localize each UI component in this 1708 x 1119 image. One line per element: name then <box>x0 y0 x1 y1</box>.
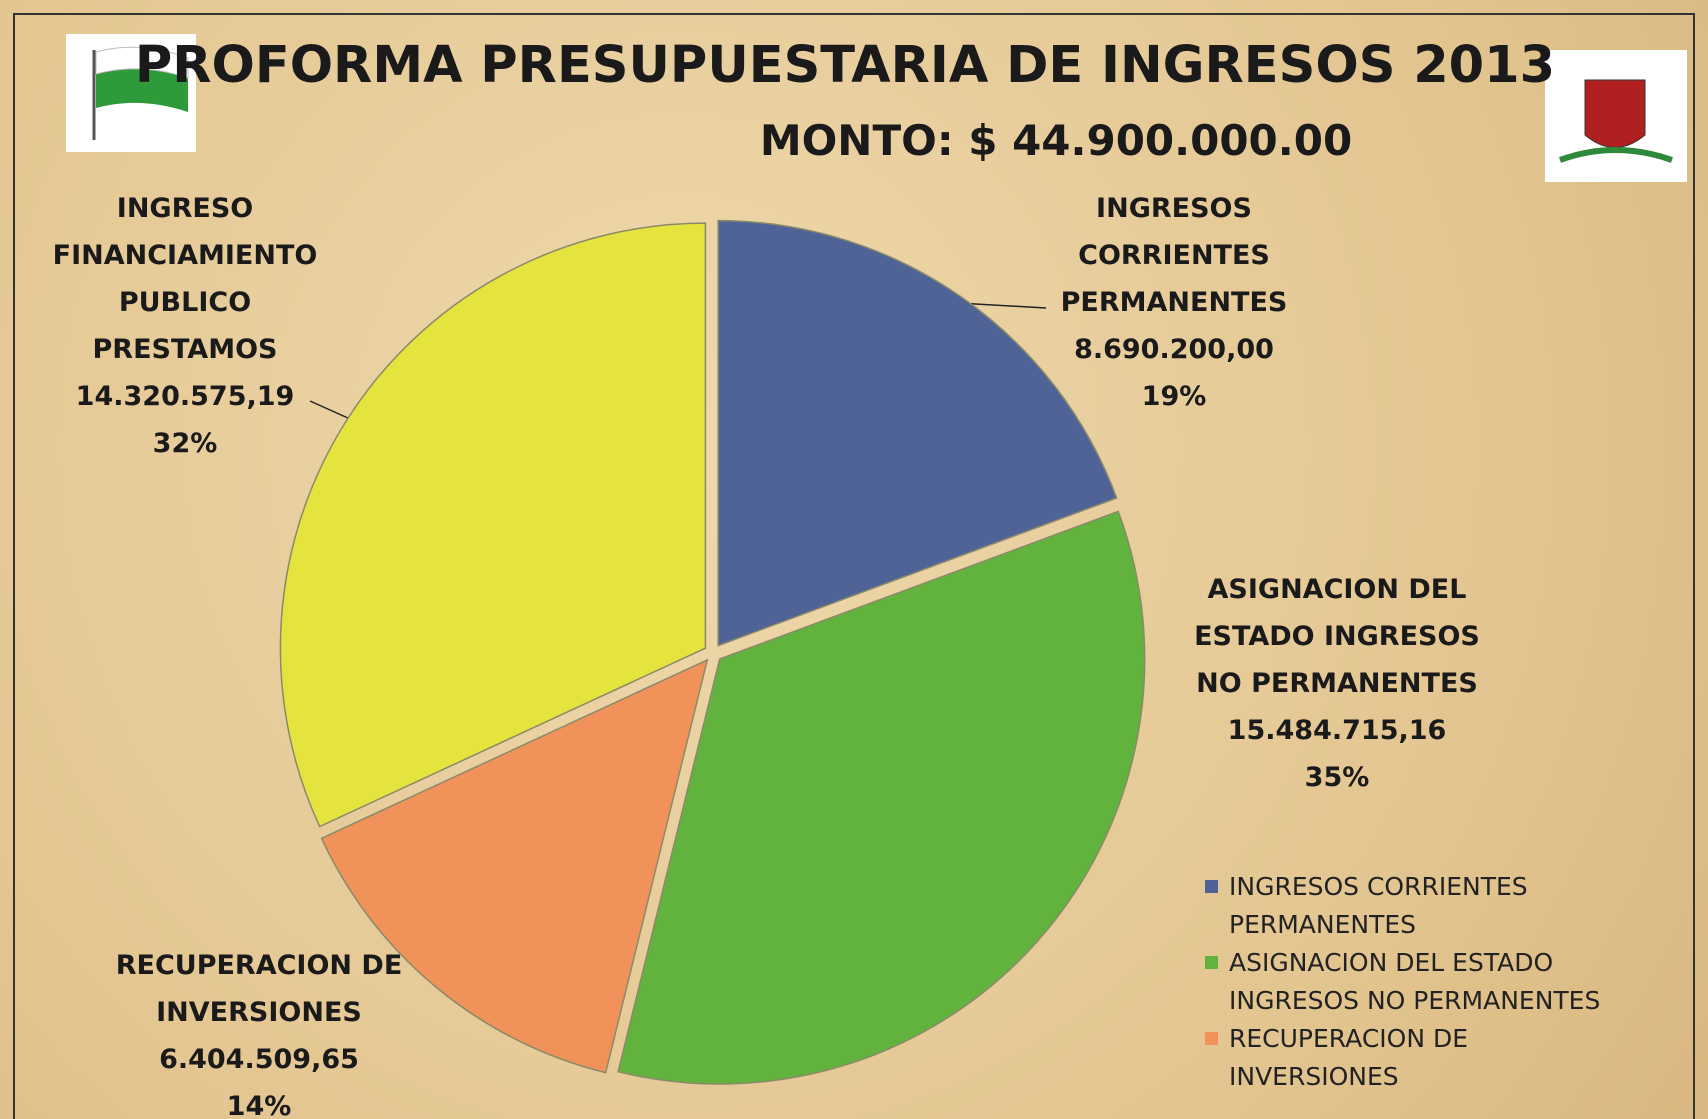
pie-slice <box>717 219 1118 647</box>
label-value: 8.690.200,00 <box>1074 334 1274 365</box>
legend-item: ASIGNACION DEL ESTADO INGRESOS NO PERMAN… <box>1205 944 1629 1020</box>
label-share: 35% <box>1304 762 1370 793</box>
legend-swatch <box>1205 1032 1218 1045</box>
pie-slice <box>320 658 709 1074</box>
legend-swatch <box>1205 880 1218 893</box>
legend-label: INGRESOS CORRIENTES PERMANENTES <box>1229 872 1528 939</box>
leader-line <box>957 302 1047 309</box>
label-share: 14% <box>226 1091 292 1119</box>
frame <box>13 13 1695 1119</box>
pie-slice <box>617 510 1146 1085</box>
data-label: INGRESO FINANCIAMIENTO PUBLICO PRESTAMOS… <box>25 185 345 467</box>
data-label: ASIGNACION DEL ESTADO INGRESOS NO PERMAN… <box>1172 566 1502 801</box>
label-value: 6.404.509,65 <box>159 1044 359 1075</box>
label-category: INGRESOS CORRIENTES PERMANENTES <box>1060 193 1288 318</box>
legend-swatch <box>1205 956 1218 969</box>
flag-stripe <box>95 46 189 79</box>
legend-item: RECUPERACION DE INVERSIONES <box>1205 1020 1629 1096</box>
legend-label: ASIGNACION DEL ESTADO INGRESOS NO PERMAN… <box>1229 948 1601 1015</box>
chart-title: PROFORMA PRESUPUESTARIA DE INGRESOS 2013 <box>134 36 1556 95</box>
shield-logo <box>1545 50 1687 182</box>
label-category: INGRESO FINANCIAMIENTO PUBLICO PRESTAMOS <box>52 193 318 365</box>
label-value: 14.320.575,19 <box>75 381 295 412</box>
legend-label: RECUPERACION DE INVERSIONES <box>1229 1024 1469 1091</box>
flag-logo <box>66 34 196 152</box>
ribbon <box>1558 147 1673 163</box>
data-label: RECUPERACION DE INVERSIONES 6.404.509,65 1… <box>94 942 424 1119</box>
label-value: 15.484.715,16 <box>1227 715 1447 746</box>
chart-subtitle: MONTO: $ 44.900.000.00 <box>759 116 1353 165</box>
label-share: 19% <box>1141 381 1207 412</box>
label-share: 32% <box>152 428 218 459</box>
data-label: INGRESOS CORRIENTES PERMANENTES 8.690.200… <box>1029 185 1319 420</box>
label-category: ASIGNACION DEL ESTADO INGRESOS NO PERMAN… <box>1194 574 1480 699</box>
legend-item: INGRESOS CORRIENTES PERMANENTES <box>1205 868 1629 944</box>
label-category: RECUPERACION DE INVERSIONES <box>115 950 403 1028</box>
pie-slice <box>279 222 707 828</box>
